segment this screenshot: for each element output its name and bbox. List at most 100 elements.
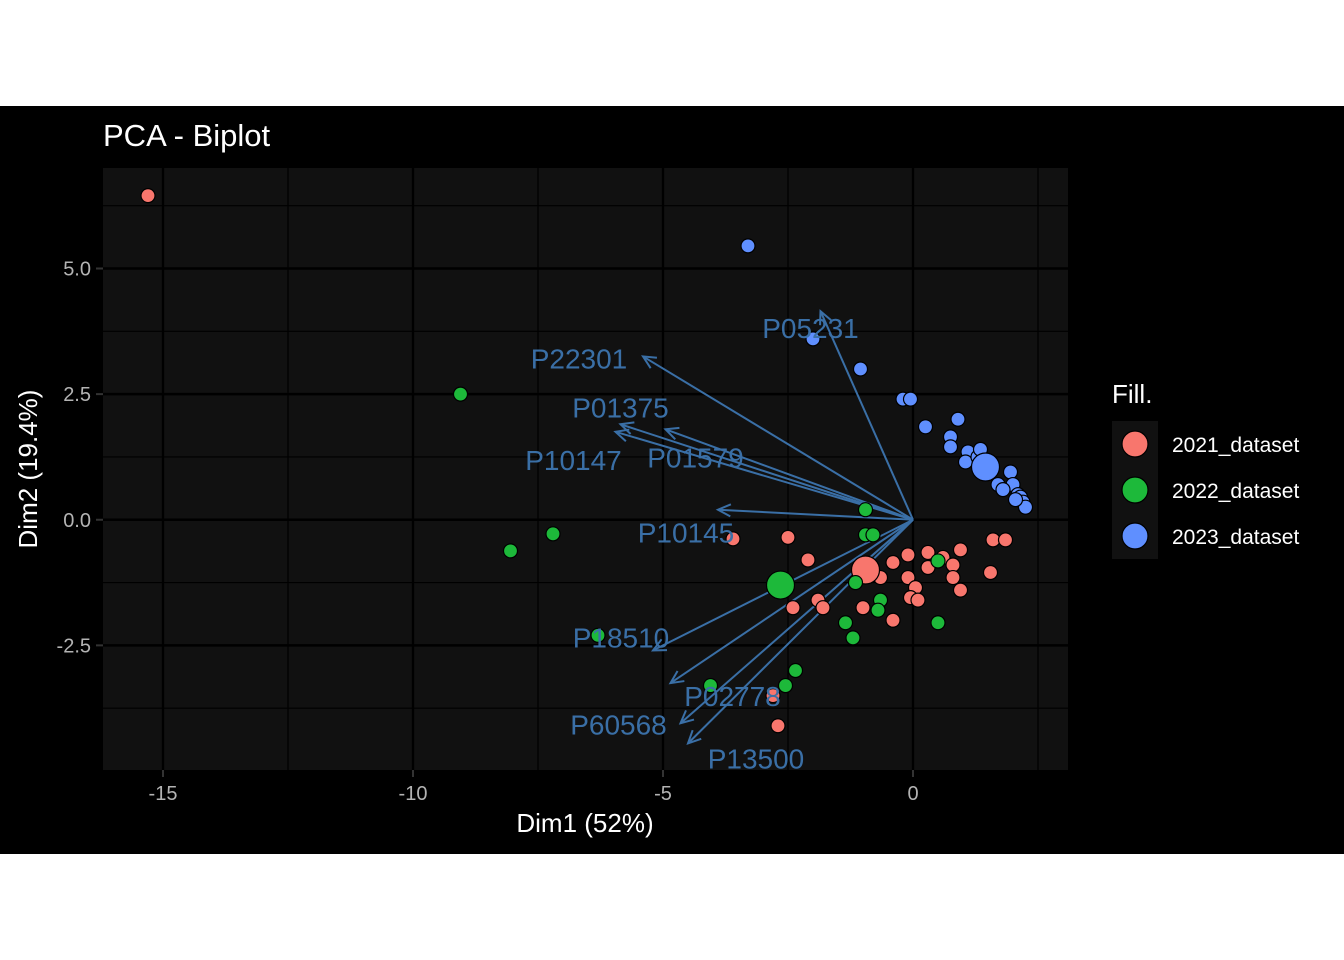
loading-labels: P05231 P22301 P01375 P10147 P01579 P10145 P185…	[525, 313, 859, 774]
data-point	[900, 569, 916, 586]
data-point	[910, 592, 926, 608]
data-points	[140, 188, 1034, 734]
data-point	[1007, 492, 1024, 508]
loading-arrow-head	[613, 428, 630, 442]
data-point	[945, 569, 961, 586]
data-point	[837, 615, 854, 631]
data-point	[800, 552, 816, 568]
data-point	[870, 602, 886, 618]
x-tick-label: -5	[654, 783, 672, 805]
data-point	[902, 391, 919, 407]
data-point	[590, 627, 606, 643]
loading-label: P22301	[531, 343, 628, 374]
loading-arrow	[687, 519, 914, 745]
y-axis-title: Dim2 (19.4%)	[13, 390, 43, 549]
data-point	[957, 454, 974, 470]
grid-lines	[103, 168, 1068, 770]
data-point	[847, 574, 864, 591]
legend-key	[1121, 476, 1149, 504]
loading-label: P13500	[708, 743, 805, 774]
data-point	[930, 553, 946, 569]
y-tick-label: 2.5	[63, 384, 91, 406]
loading-arrow-head	[678, 709, 695, 725]
data-point	[805, 331, 821, 347]
data-point	[725, 531, 741, 547]
data-point	[920, 544, 936, 561]
y-tick-label: -2.5	[57, 635, 91, 657]
data-point	[545, 526, 561, 542]
x-tick-label: -10	[399, 783, 428, 805]
data-point	[885, 612, 901, 628]
data-point	[885, 554, 901, 571]
data-point	[502, 543, 519, 559]
data-point	[952, 542, 969, 558]
data-point	[945, 557, 961, 573]
data-point	[1017, 499, 1034, 515]
x-axis-title: Dim1 (52%)	[516, 808, 653, 838]
legend-label: 2021_dataset	[1172, 434, 1299, 457]
legend-label: 2022_dataset	[1172, 480, 1299, 503]
loading-arrow-head	[668, 670, 685, 685]
loading-arrows	[613, 309, 914, 745]
y-tick-label: 0.0	[63, 510, 91, 532]
data-point	[917, 419, 934, 435]
data-point	[780, 529, 796, 545]
data-point	[995, 482, 1011, 498]
data-point	[950, 411, 966, 427]
data-point	[942, 439, 959, 455]
loading-arrow	[679, 519, 914, 725]
data-point	[1002, 464, 1019, 480]
data-point	[865, 527, 881, 543]
data-point	[857, 502, 874, 518]
legend-title: Fill.	[1112, 379, 1152, 409]
y-tick-label: 5.0	[63, 259, 91, 281]
loading-label: P02778	[684, 681, 781, 712]
data-point	[997, 532, 1014, 548]
loading-label: P18510	[573, 622, 670, 653]
data-point	[900, 547, 916, 563]
data-point	[785, 600, 801, 616]
data-point	[777, 677, 794, 694]
chart-title: PCA - Biplot	[103, 118, 271, 153]
data-point	[765, 688, 781, 704]
data-point	[770, 718, 786, 734]
data-point	[855, 600, 871, 616]
loading-arrow-head	[686, 729, 702, 745]
loading-arrow	[717, 508, 914, 521]
x-tick-label: -15	[149, 783, 178, 805]
legend: Fill. 2021_dataset 2022_dataset 2023_datas…	[1112, 379, 1299, 559]
data-point	[930, 615, 946, 631]
loading-label: P60568	[570, 709, 667, 740]
data-point	[452, 386, 469, 402]
loading-arrow-head	[663, 426, 680, 441]
data-point	[815, 600, 831, 616]
loading-arrow-head	[819, 309, 832, 326]
loading-label: P05231	[762, 313, 859, 344]
loading-arrow-head	[650, 638, 668, 652]
data-point	[852, 361, 869, 377]
axis-ticks: -15 -10 -5 0 -2.5 0.0 2.5 5.0	[57, 259, 919, 805]
group-centroid	[765, 570, 796, 600]
loading-label: P10147	[525, 445, 622, 476]
loading-arrow	[819, 310, 914, 521]
loading-label: P10145	[638, 518, 735, 549]
data-point	[845, 630, 861, 646]
loading-arrow	[665, 428, 914, 521]
data-point	[982, 564, 999, 581]
loading-label: P01375	[572, 392, 669, 423]
loading-arrow-head	[641, 355, 658, 369]
data-point	[702, 677, 719, 694]
data-point	[740, 238, 756, 254]
data-point	[952, 582, 969, 598]
x-tick-label: 0	[907, 783, 918, 805]
loading-arrow	[642, 355, 914, 521]
group-centroid	[970, 452, 1001, 482]
data-point	[140, 188, 156, 204]
loading-label: P01579	[647, 442, 744, 473]
loading-arrow-head	[715, 503, 732, 518]
legend-key	[1121, 430, 1149, 458]
legend-key	[1121, 522, 1149, 550]
legend-label: 2023_dataset	[1172, 526, 1299, 549]
data-point	[787, 662, 804, 679]
